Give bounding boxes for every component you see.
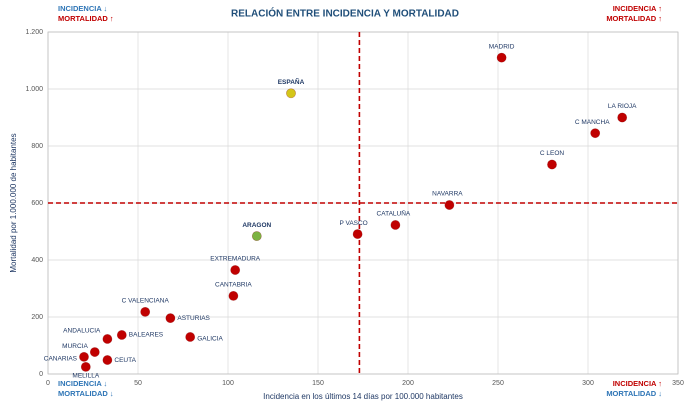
- point: [80, 361, 91, 372]
- point: [79, 351, 89, 362]
- point-label: ANDALUCIA: [63, 328, 101, 335]
- x-tick-label: 50: [134, 380, 142, 387]
- y-tick-label: 800: [31, 143, 43, 150]
- quadrant-label: MORTALIDAD ↓: [606, 389, 662, 398]
- x-tick-label: 150: [312, 380, 324, 387]
- x-tick-label: 200: [402, 380, 414, 387]
- y-tick-label: 1.200: [25, 29, 43, 36]
- point-label: ARAGON: [242, 222, 271, 229]
- point: [102, 334, 113, 344]
- y-tick-label: 600: [31, 200, 43, 207]
- y-tick-label: 400: [31, 257, 43, 264]
- point: [590, 128, 601, 139]
- x-tick-label: 350: [672, 380, 684, 387]
- quadrant-label: MORTALIDAD ↑: [58, 14, 114, 23]
- point: [251, 231, 262, 241]
- point-label: C MANCHA: [575, 119, 610, 126]
- point: [185, 332, 196, 342]
- point-label: EXTREMADURA: [210, 256, 261, 263]
- point-label: C VALENCIANA: [122, 298, 170, 305]
- chart-title: RELACIÓN ENTRE INCIDENCIA Y MORTALIDAD: [231, 7, 459, 20]
- quadrant-label: INCIDENCIA ↓: [58, 4, 107, 13]
- point-label: LA RIOJA: [608, 103, 637, 110]
- y-axis-title: Mortalidad por 1.000.000 de habitantes: [9, 133, 18, 272]
- quadrant-label: MORTALIDAD ↑: [606, 14, 662, 23]
- point: [102, 355, 113, 365]
- point: [140, 306, 151, 317]
- point: [496, 52, 507, 63]
- x-tick-label: 300: [582, 380, 594, 387]
- point-label: ESPAÑA: [278, 77, 305, 86]
- x-axis-title: Incidencia en los últimos 14 días por 10…: [263, 392, 463, 401]
- point: [228, 291, 239, 301]
- point: [89, 347, 100, 357]
- point-label: P VASCO: [339, 220, 367, 227]
- y-tick-label: 1.000: [25, 86, 43, 93]
- point-label: CANTABRIA: [215, 282, 252, 289]
- point-label: MELILLA: [72, 373, 99, 380]
- point: [286, 88, 296, 99]
- x-tick-label: 250: [492, 380, 504, 387]
- point-label: CANARIAS: [44, 356, 78, 363]
- point-label: MURCIA: [62, 343, 88, 350]
- point: [444, 200, 455, 210]
- quadrant-label: INCIDENCIA ↑: [613, 4, 662, 13]
- y-tick-label: 200: [31, 314, 43, 321]
- point-label: CEUTA: [114, 357, 136, 364]
- point-label: GALICIA: [197, 336, 223, 343]
- quadrant-label: INCIDENCIA ↓: [58, 379, 107, 388]
- point: [165, 313, 176, 324]
- point-label: NAVARRA: [432, 191, 463, 198]
- point: [352, 229, 363, 239]
- quadrant-label: MORTALIDAD ↓: [58, 389, 114, 398]
- quadrant-label: INCIDENCIA ↑: [613, 379, 662, 388]
- x-tick-label: 0: [46, 380, 50, 387]
- point: [390, 220, 401, 230]
- point: [547, 159, 557, 170]
- point-label: CATALUÑA: [377, 209, 411, 218]
- point-label: C LEON: [540, 150, 565, 157]
- point: [617, 112, 628, 123]
- point: [230, 265, 241, 275]
- point: [116, 330, 127, 340]
- point-label: ASTURIAS: [177, 315, 210, 322]
- y-tick-label: 0: [39, 371, 43, 378]
- point-label: MADRID: [489, 43, 515, 50]
- point-label: BALEARES: [129, 332, 164, 339]
- x-tick-label: 100: [222, 380, 234, 387]
